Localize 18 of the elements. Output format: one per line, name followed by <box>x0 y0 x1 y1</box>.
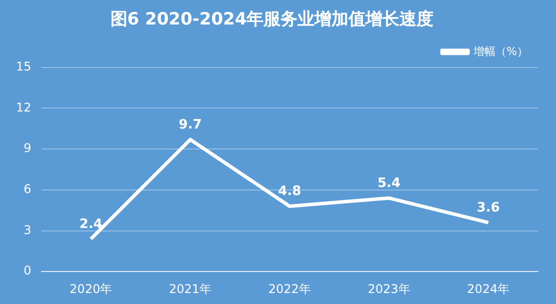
data-label: 4.8 <box>278 184 302 200</box>
data-label: 3.6 <box>476 200 500 216</box>
legend-label: 增幅（%） <box>472 44 528 58</box>
x-tick-label: 2021年 <box>169 282 212 296</box>
y-tick-label: 3 <box>24 222 32 237</box>
chart-title: 图6 2020-2024年服务业增加值增长速度 <box>110 10 434 30</box>
data-label: 5.4 <box>377 176 400 191</box>
y-tick-label: 12 <box>16 100 32 114</box>
data-label: 2.4 <box>79 216 102 232</box>
y-tick-label: 15 <box>16 60 32 74</box>
x-tick-label: 2022年 <box>268 282 311 296</box>
y-tick-label: 0 <box>24 264 32 278</box>
y-tick-label: 6 <box>24 182 32 196</box>
data-label: 9.7 <box>178 117 202 132</box>
x-tick-label: 2024年 <box>467 282 510 296</box>
x-tick-label: 2020年 <box>70 282 112 296</box>
y-tick-label: 9 <box>24 141 32 156</box>
x-tick-label: 2023年 <box>368 282 410 296</box>
